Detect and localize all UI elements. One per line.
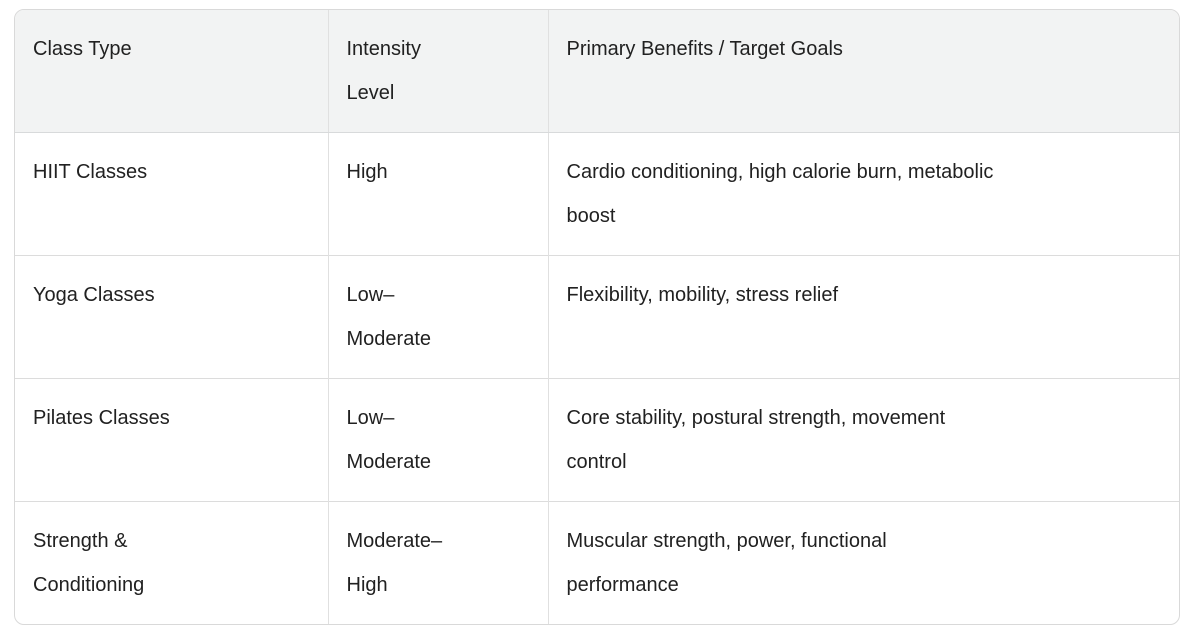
column-header-primary-benefits: Primary Benefits / Target Goals — [547, 10, 1179, 133]
table-row-pilates: Pilates Classes Low– Moderate Core stabi… — [15, 378, 1179, 502]
table-header: Class Type Intensity Level Primary Benef… — [15, 10, 1179, 133]
cell-intensity: Low– Moderate — [327, 378, 548, 502]
fitness-classes-table: Class Type Intensity Level Primary Benef… — [14, 9, 1180, 625]
cell-intensity: Moderate– High — [327, 501, 548, 624]
cell-class-type: Pilates Classes — [15, 378, 328, 502]
column-header-class-type: Class Type — [15, 10, 328, 133]
table-body: HIIT Classes High Cardio conditioning, h… — [15, 132, 1179, 624]
table-row-yoga: Yoga Classes Low– Moderate Flexibility, … — [15, 255, 1179, 379]
cell-benefits: Cardio conditioning, high calorie burn, … — [547, 132, 1179, 256]
cell-class-type: HIIT Classes — [33, 161, 148, 183]
column-header-intensity-level: Intensity Level — [327, 10, 548, 133]
cell-intensity: High — [327, 132, 548, 256]
cell-intensity: Low– Moderate — [327, 255, 548, 379]
cell-class-type: Yoga Classes — [15, 255, 328, 379]
table-row-strength-conditioning: Strength & Conditioning Moderate– High M… — [15, 501, 1179, 624]
fitness-classes-table-grid: Class Type Intensity Level Primary Benef… — [15, 10, 1179, 624]
cell-benefits: Muscular strength, power, functional per… — [547, 501, 1179, 624]
table-row-hiit: HIIT Classes High Cardio conditioning, h… — [15, 132, 1179, 256]
cell-benefits: Core stability, postural strength, movem… — [547, 378, 1179, 502]
cell-benefits: Flexibility, mobility, stress relief — [547, 255, 1179, 379]
cell-class-type: Strength & Conditioning — [15, 501, 328, 624]
header-row: Class Type Intensity Level Primary Benef… — [15, 10, 1179, 133]
